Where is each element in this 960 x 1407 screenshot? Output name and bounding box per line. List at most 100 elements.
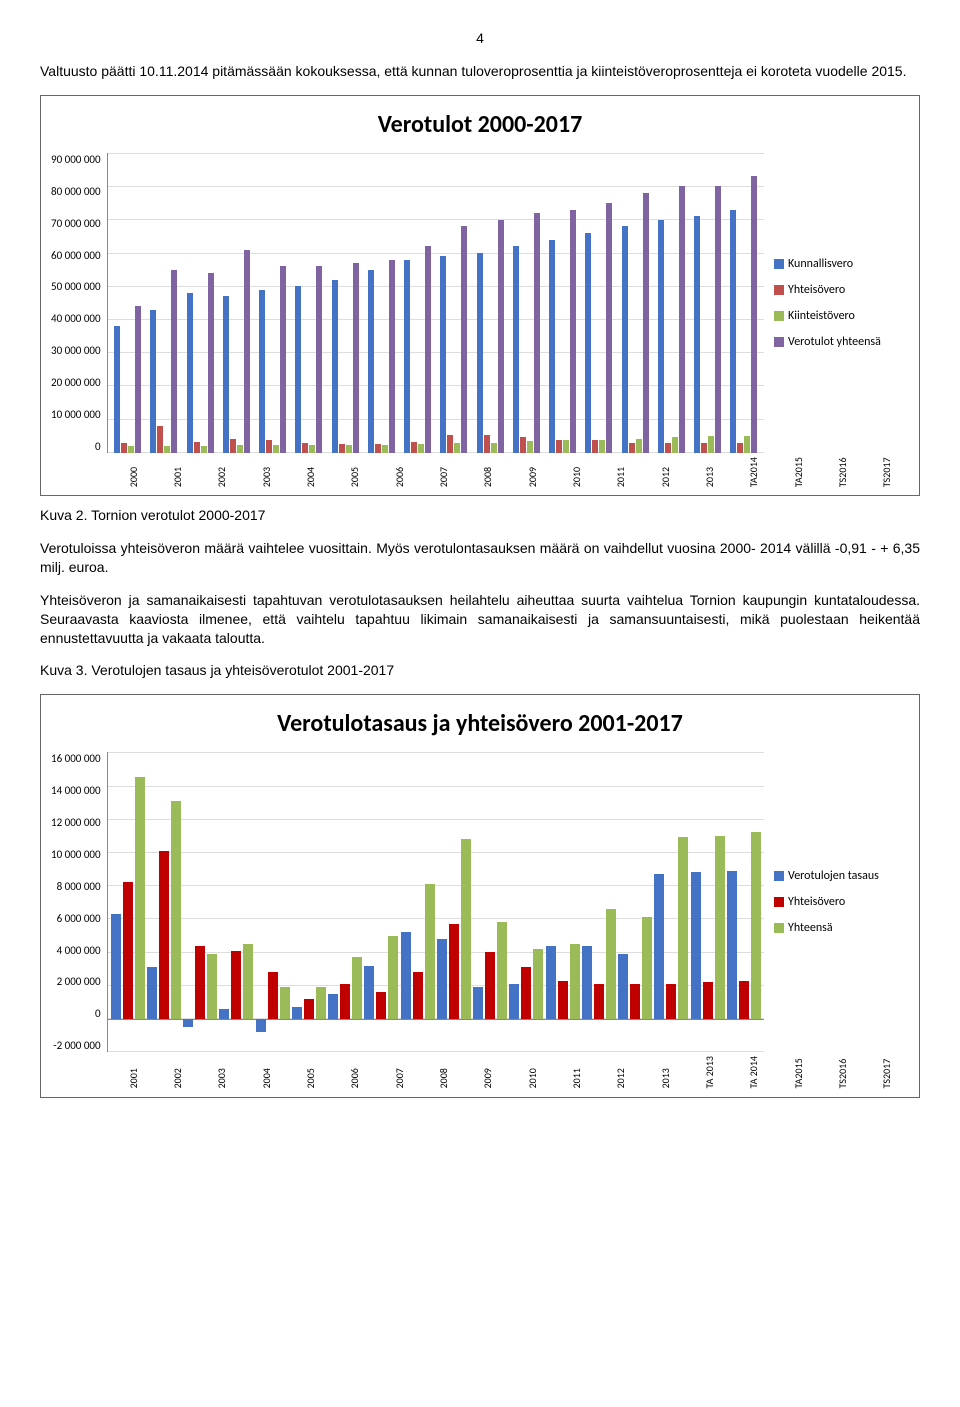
bar-group <box>363 153 399 453</box>
bar <box>582 946 592 1019</box>
bar <box>237 445 243 453</box>
bar <box>332 280 338 453</box>
xaxis-label: TA 2014 <box>747 1056 760 1088</box>
bar <box>404 260 410 453</box>
xaxis-label: 2000 <box>127 457 140 487</box>
yaxis-label: -2 000 000 <box>51 1039 101 1052</box>
xaxis-label: 2003 <box>260 457 273 487</box>
bar <box>273 445 279 453</box>
bar <box>114 326 120 453</box>
bar <box>701 443 707 453</box>
xaxis-label: 2008 <box>481 457 494 487</box>
yaxis-label: 50 000 000 <box>51 280 101 293</box>
bar <box>425 246 431 453</box>
legend-item: Yhteisövero <box>774 895 909 909</box>
bar-group <box>255 752 291 1052</box>
bar-group <box>545 153 581 453</box>
bar <box>744 436 750 453</box>
bar <box>447 435 453 453</box>
bar <box>672 437 678 453</box>
bar <box>642 917 652 1019</box>
bar-group <box>255 153 291 453</box>
bar-group <box>218 752 254 1052</box>
bar <box>183 1019 193 1027</box>
bar <box>570 210 576 453</box>
xaxis-label: 2002 <box>215 457 228 487</box>
yaxis-label: 16 000 000 <box>51 752 101 765</box>
bar <box>339 444 345 453</box>
bar-group <box>581 752 617 1052</box>
legend-label: Kiinteistövero <box>788 309 855 323</box>
bar <box>346 445 352 453</box>
paragraph-3: Yhteisöveron ja samanaikaisesti tapahtuv… <box>40 591 920 648</box>
bar-group <box>726 153 762 453</box>
bar <box>585 233 591 453</box>
bar <box>411 442 417 453</box>
bar <box>527 441 533 453</box>
legend-item: Kunnallisvero <box>774 257 909 271</box>
bar <box>401 932 411 1019</box>
xaxis-label: 2011 <box>614 457 627 487</box>
bar <box>201 446 207 453</box>
legend-swatch <box>774 337 784 347</box>
bar <box>352 957 362 1019</box>
chart2-legend: Verotulojen tasausYhteisöveroYhteensä <box>764 752 909 1052</box>
xaxis-label: 2012 <box>614 1056 627 1088</box>
bar <box>715 836 725 1019</box>
bar <box>304 999 314 1019</box>
xaxis-label: 2010 <box>570 457 583 487</box>
bar <box>521 967 531 1019</box>
bar <box>418 444 424 453</box>
legend-label: Kunnallisvero <box>788 257 853 271</box>
bar <box>534 213 540 453</box>
bar <box>244 250 250 453</box>
bar-group <box>617 752 653 1052</box>
paragraph-2: Verotuloissa yhteisöveron määrä vaihtele… <box>40 539 920 577</box>
bar <box>223 296 229 453</box>
bar-group <box>581 153 617 453</box>
xaxis-label: TS2017 <box>880 1056 893 1088</box>
bar-group <box>508 153 544 453</box>
bar <box>121 443 127 453</box>
xaxis-label: 2009 <box>481 1056 494 1088</box>
bar <box>207 954 217 1019</box>
bar <box>513 246 519 453</box>
bar <box>268 972 278 1019</box>
legend-label: Verotulot yhteensä <box>788 335 881 349</box>
bar <box>715 186 721 453</box>
bar-group <box>327 153 363 453</box>
bar <box>751 176 757 453</box>
bar-group <box>726 752 762 1052</box>
bar <box>643 193 649 453</box>
xaxis-label: TS2016 <box>836 1056 849 1088</box>
xaxis-label: 2006 <box>348 1056 361 1088</box>
yaxis-label: 0 <box>51 1007 101 1020</box>
bar <box>230 439 236 453</box>
legend-label: Yhteisövero <box>788 895 845 909</box>
bar <box>316 266 322 453</box>
bar-group <box>327 752 363 1052</box>
bar <box>440 256 446 453</box>
xaxis-label: 2001 <box>127 1056 140 1088</box>
bar <box>497 922 507 1019</box>
bar <box>730 210 736 453</box>
bar <box>364 966 374 1019</box>
bar <box>208 273 214 453</box>
bar <box>195 946 205 1019</box>
yaxis-label: 2 000 000 <box>51 975 101 988</box>
bar <box>231 951 241 1019</box>
legend-swatch <box>774 285 784 295</box>
chart-verotulot: Verotulot 2000-2017 90 000 00080 000 000… <box>40 95 920 496</box>
xaxis-label: TA 2013 <box>703 1056 716 1088</box>
bar <box>679 186 685 453</box>
bar <box>636 439 642 453</box>
xaxis-label: TS2017 <box>880 457 893 487</box>
xaxis-label: TA2014 <box>747 457 760 487</box>
xaxis-label: 2013 <box>703 457 716 487</box>
yaxis-label: 90 000 000 <box>51 153 101 166</box>
bar <box>556 440 562 453</box>
bar <box>703 982 713 1019</box>
xaxis-label: 2002 <box>171 1056 184 1088</box>
bar-group <box>617 153 653 453</box>
bar <box>135 777 145 1019</box>
